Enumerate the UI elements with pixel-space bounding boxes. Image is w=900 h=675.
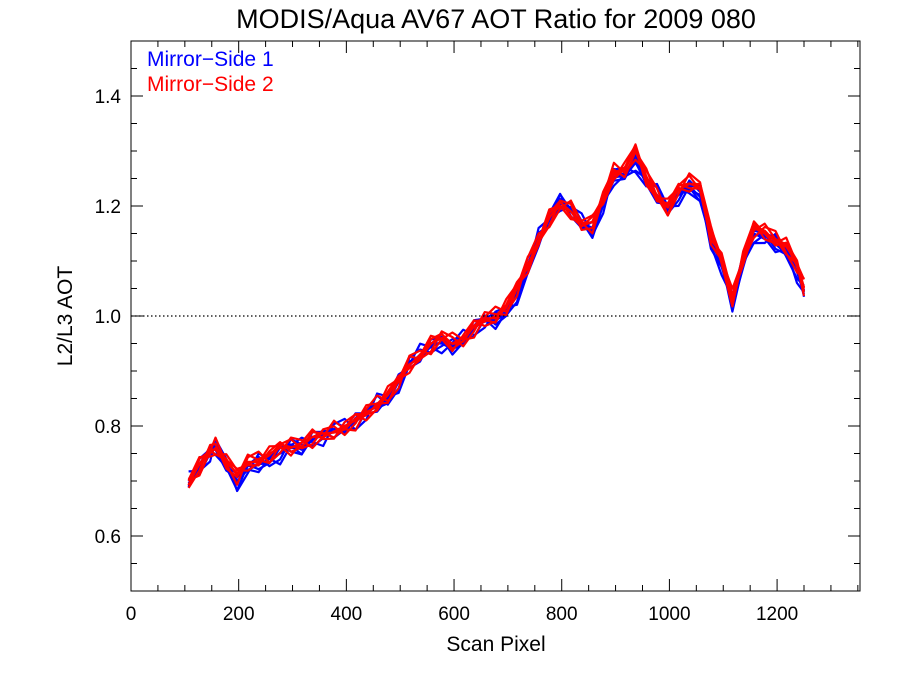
y-axis-label: L2/L3 AOT: [54, 266, 77, 367]
chart-title: MODIS/Aqua AV67 AOT Ratio for 2009 080: [236, 4, 756, 34]
y-tick-label: 0.6: [95, 527, 121, 548]
y-tick-label: 0.8: [95, 417, 121, 438]
y-tick-label: 1.4: [95, 87, 122, 108]
series-lines: [187, 143, 806, 493]
x-tick-label: 600: [438, 604, 470, 625]
x-tick-label: 800: [546, 604, 578, 625]
y-tick-label: 1.0: [95, 307, 121, 328]
x-tick-label: 0: [126, 604, 137, 625]
y-tick-label: 1.2: [95, 197, 121, 218]
x-axis-label: Scan Pixel: [446, 633, 545, 656]
x-tick-label: 400: [331, 604, 363, 625]
series-line-instance: [188, 158, 805, 486]
legend-entry: Mirror−Side 2: [147, 73, 274, 96]
x-tick-label: 200: [223, 604, 255, 625]
x-tick-label: 1200: [756, 604, 798, 625]
axes: 0 200 400 600 800 1000 1200 0.6 0.8 1.0 1.2 1.4: [95, 40, 861, 625]
legend-entry: Mirror−Side 1: [147, 48, 274, 71]
x-tick-label: 1000: [648, 604, 690, 625]
